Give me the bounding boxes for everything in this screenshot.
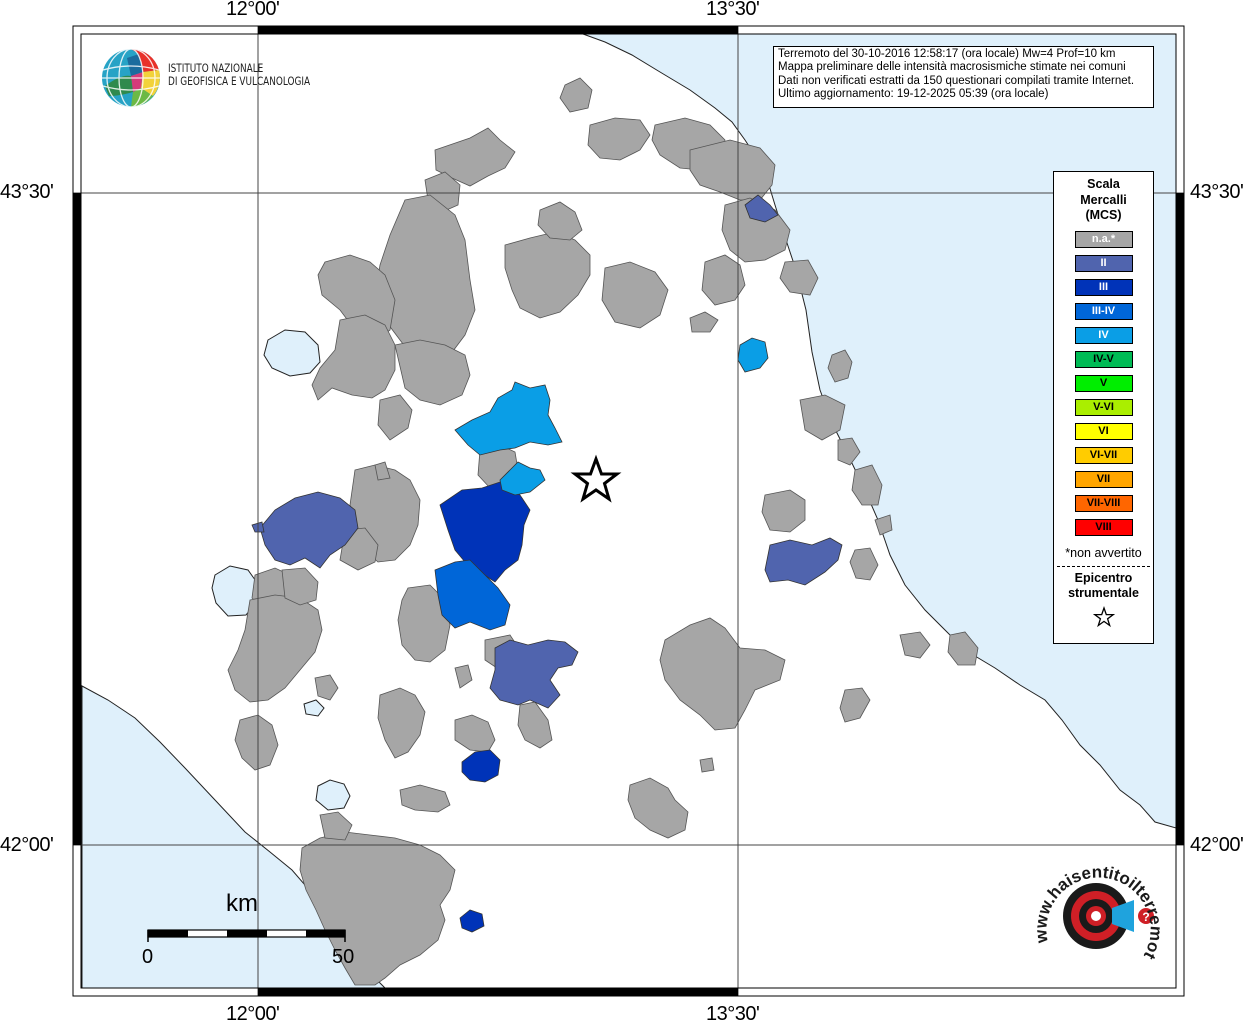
legend-swatch-vi-vii: VI-VII [1074,446,1133,464]
mcs-legend: Scala Mercalli (MCS) n.a.* II III III-IV IV I… [1053,171,1154,644]
legend-title-line1: Scala [1087,177,1120,191]
municipalities-intensity-IV [454,337,769,496]
lat-label-lower-left: 42°00' [0,834,54,856]
svg-text:?: ? [1142,910,1149,924]
municipalities-intensity-III [439,481,531,933]
haisentito-logo-icon: ? www.haisentitoilterremoto.it [1029,835,1166,963]
scalebar [147,929,346,942]
legend-swatch-iv: IV [1074,326,1133,344]
event-info-line4: Ultimo aggiornamento: 19-12-2025 05:39 (… [778,88,1049,101]
legend-swatch-vi: VI [1074,422,1133,440]
legend-swatch-iii-iv: III-IV [1074,302,1133,320]
lat-label-upper-right: 43°30' [1190,181,1244,203]
event-info-line2: Mappa preliminare delle intensità macros… [778,61,1126,74]
legend-epicenter-line2: strumentale [1068,586,1139,600]
lon-label-top-right: 13°30' [706,0,760,20]
scalebar-start-label: 0 [142,946,154,968]
graticule [73,26,1184,996]
legend-title-line3: (MCS) [1085,208,1122,222]
scalebar-end-label: 50 [332,946,355,968]
haisentito-logo: ? www.haisentitoilterremoto.it [1029,835,1166,980]
epicenter-star-icon [570,454,622,503]
lon-label-top-left: 12°00' [226,0,280,20]
municipalities-intensity-II [251,194,843,709]
legend-swatch-vii-viii: VII-VIII [1074,494,1133,512]
legend-title: Scala Mercalli (MCS) [1054,177,1153,224]
scalebar-unit: km [226,890,258,917]
legend-swatch-vii: VII [1074,470,1133,488]
legend-note: *non avvertito [1065,545,1142,560]
lon-label-bottom-right: 13°30' [706,1003,760,1025]
legend-swatch-iv-v: IV-V [1074,350,1133,368]
ingv-logo: ISTITUTO NAZIONALE DI GEOFISICA E VULCAN… [101,48,321,110]
lake-trasimeno [263,329,321,377]
legend-epicenter-label: Epicentro strumentale [1054,571,1153,602]
legend-epicenter-line1: Epicentro [1074,570,1133,585]
legend-divider [1057,565,1150,567]
legend-star-icon [1054,605,1153,633]
lat-label-upper-left: 43°30' [0,181,54,203]
event-info-line3: Dati non verificati estratti da 150 ques… [778,74,1135,87]
legend-items: n.a.* II III III-IV IV IV-V V V-VI VI VI-VII VII VI… [1054,230,1153,536]
event-info-box: Terremoto del 30-10-2016 12:58:17 (ora l… [773,46,1154,108]
legend-swatch-viii: VIII [1074,518,1133,536]
ingv-globe-icon [102,48,160,108]
lon-label-bottom-left: 12°00' [226,1003,280,1025]
lake-small [303,699,325,717]
legend-title-line2: Mercalli [1080,192,1127,207]
legend-swatch-iii: III [1074,278,1133,296]
legend-swatch-v-vi: V-VI [1074,398,1133,416]
map-frame [72,25,1185,997]
legend-swatch-n-a: n.a.* [1074,230,1133,248]
ingv-logo-line2: DI GEOFISICA E VULCANOLOGIA [168,74,311,88]
lat-label-lower-right: 42°00' [1190,834,1244,856]
ingv-logo-line1: ISTITUTO NAZIONALE [168,61,264,75]
municipalities-intensity-III-IV [434,559,511,631]
ingv-logo-text: ISTITUTO NAZIONALE DI GEOFISICA E VULCAN… [168,62,310,88]
legend-swatch-ii: II [1074,254,1133,272]
lake-vico [315,779,351,811]
legend-swatch-v: V [1074,374,1133,392]
event-info-line1: Terremoto del 30-10-2016 12:58:17 (ora l… [778,48,1116,60]
